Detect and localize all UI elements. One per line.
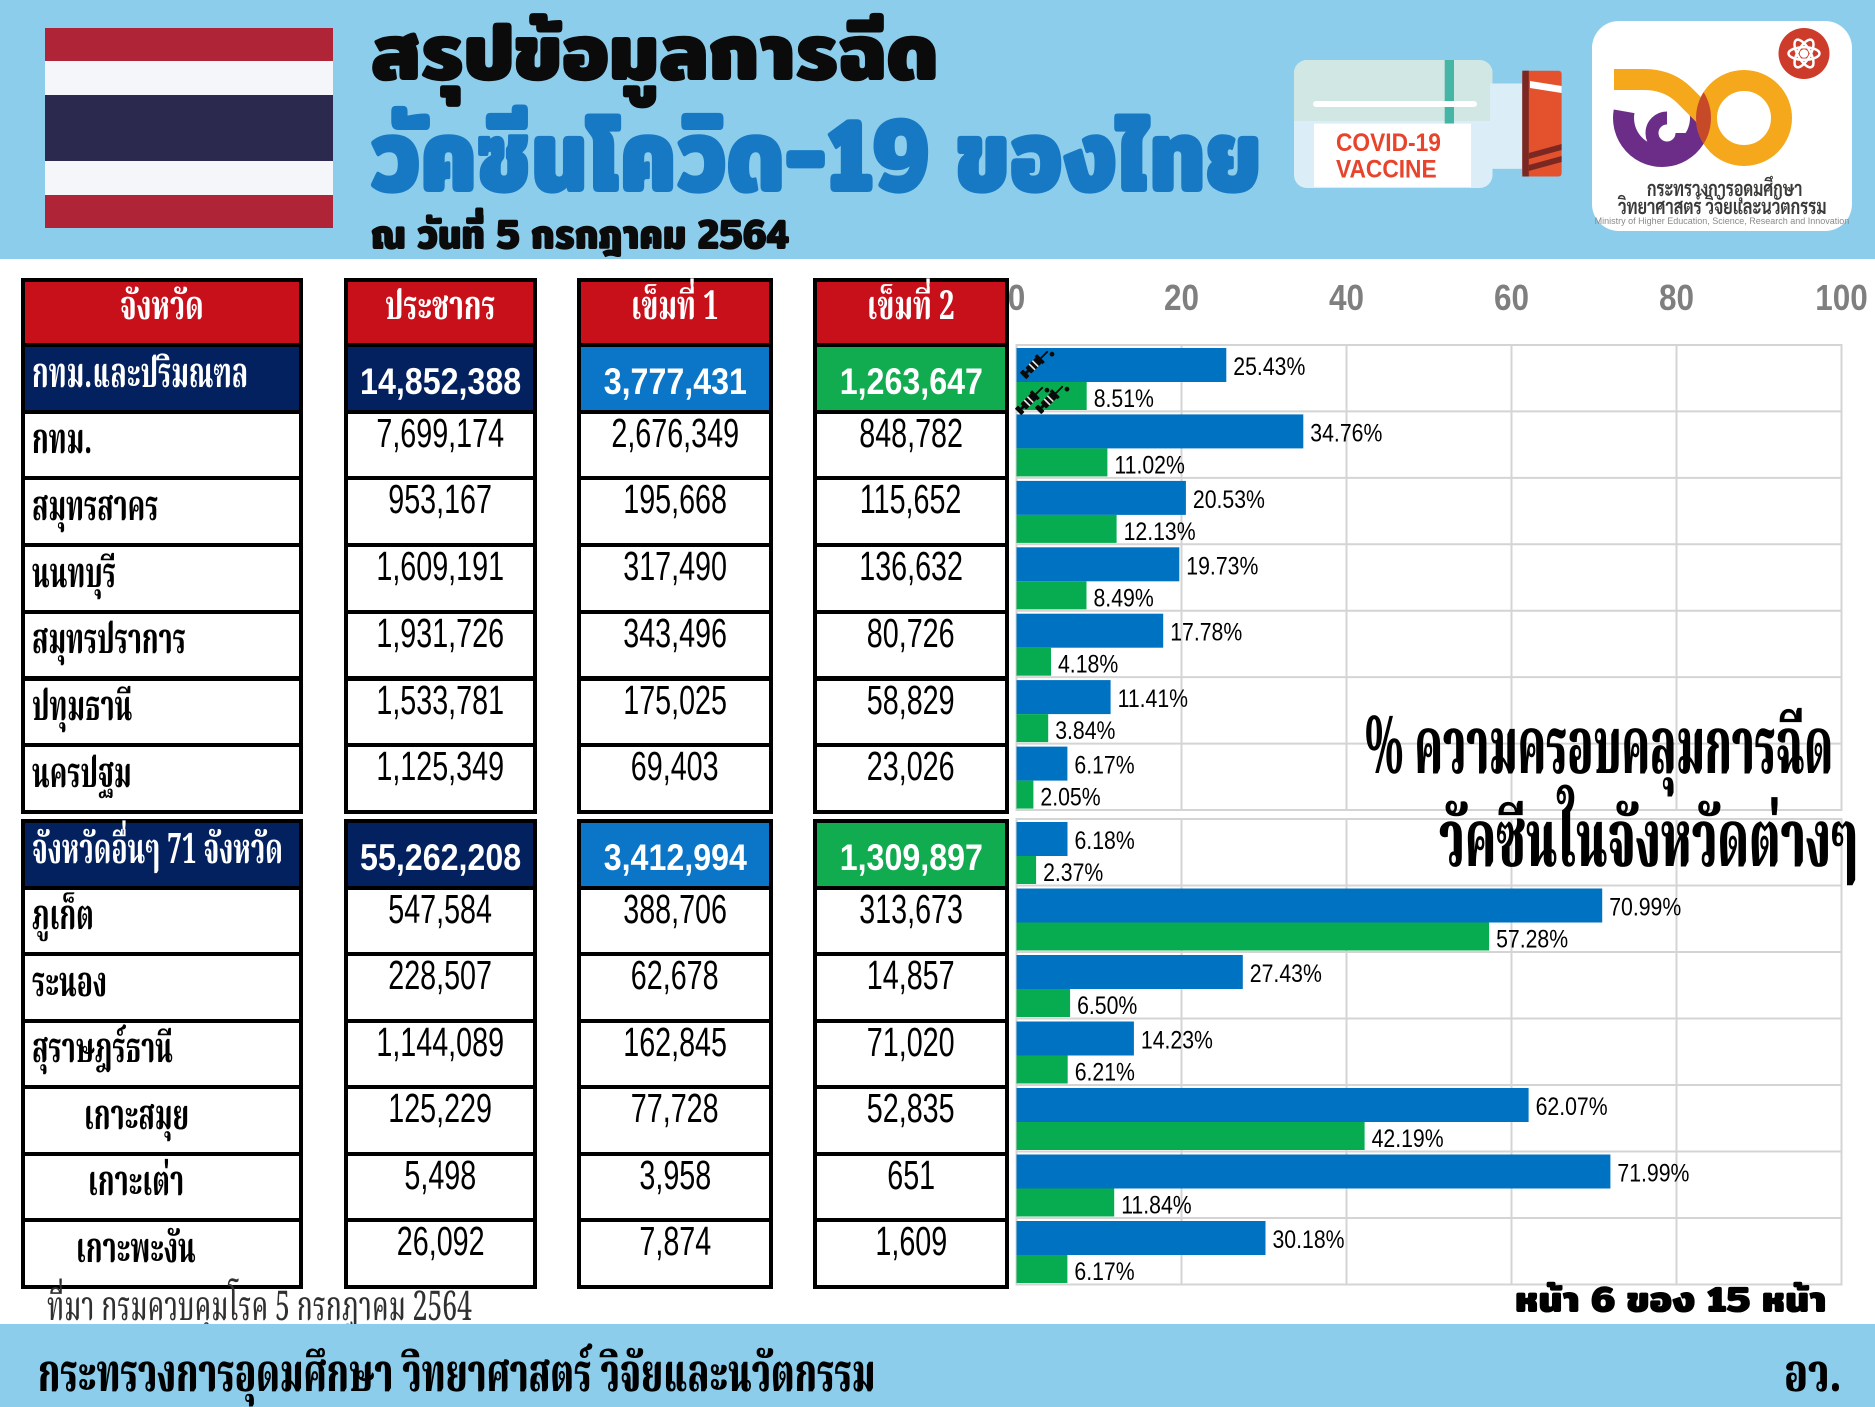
svg-text:20: 20 — [1164, 278, 1199, 318]
svg-text:2.37%: 2.37% — [1043, 858, 1103, 886]
svg-text:VACCINE: VACCINE — [1336, 156, 1437, 184]
svg-text:57.28%: 57.28% — [1496, 925, 1568, 953]
svg-text:6.21%: 6.21% — [1075, 1058, 1135, 1086]
svg-text:11.84%: 11.84% — [1121, 1191, 1191, 1219]
svg-text:62.07%: 62.07% — [1536, 1092, 1608, 1120]
svg-text:14.23%: 14.23% — [1141, 1026, 1213, 1054]
svg-text:3.84%: 3.84% — [1055, 716, 1115, 744]
svg-text:11.41%: 11.41% — [1118, 684, 1188, 712]
svg-text:17.78%: 17.78% — [1170, 618, 1242, 646]
svg-text:27.43%: 27.43% — [1250, 959, 1322, 987]
svg-text:70.99%: 70.99% — [1609, 893, 1681, 921]
svg-text:25.43%: 25.43% — [1233, 352, 1305, 380]
svg-text:COVID-19: COVID-19 — [1336, 129, 1441, 157]
svg-text:4.18%: 4.18% — [1058, 650, 1118, 678]
svg-text:6.50%: 6.50% — [1077, 991, 1137, 1019]
svg-text:42.19%: 42.19% — [1372, 1124, 1444, 1152]
svg-text:6.17%: 6.17% — [1074, 751, 1134, 779]
svg-text:0: 0 — [1008, 278, 1026, 318]
svg-text:2.05%: 2.05% — [1040, 783, 1100, 811]
svg-text:6.17%: 6.17% — [1074, 1257, 1134, 1285]
svg-text:34.76%: 34.76% — [1310, 419, 1382, 447]
svg-text:71.99%: 71.99% — [1617, 1159, 1689, 1187]
svg-text:8.51%: 8.51% — [1094, 384, 1154, 412]
svg-text:12.13%: 12.13% — [1124, 517, 1196, 545]
svg-text:80: 80 — [1659, 278, 1694, 318]
svg-text:19.73%: 19.73% — [1186, 552, 1258, 580]
svg-text:60: 60 — [1494, 278, 1529, 318]
svg-text:11.02%: 11.02% — [1114, 451, 1184, 479]
svg-text:6.18%: 6.18% — [1075, 826, 1135, 854]
svg-text:20.53%: 20.53% — [1193, 485, 1265, 513]
svg-text:30.18%: 30.18% — [1273, 1225, 1345, 1253]
svg-text:40: 40 — [1329, 278, 1364, 318]
svg-text:8.49%: 8.49% — [1094, 584, 1154, 612]
svg-text:100: 100 — [1815, 278, 1868, 318]
